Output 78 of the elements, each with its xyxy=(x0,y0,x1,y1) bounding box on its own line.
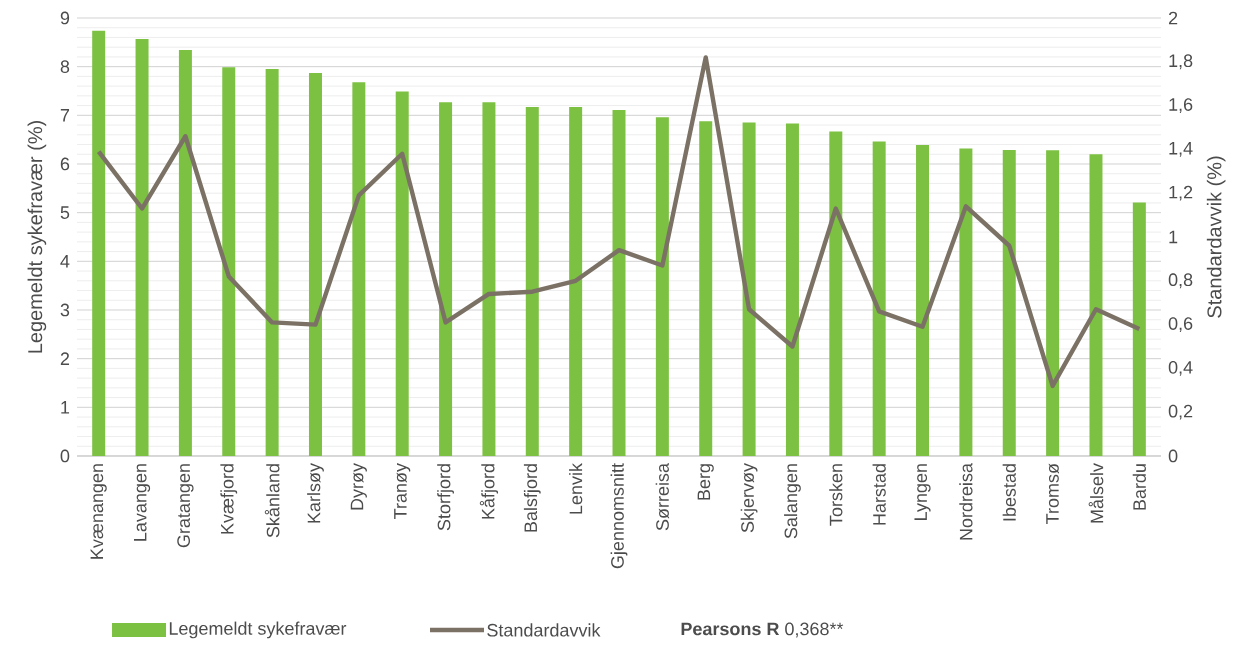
x-tick-label: Berg xyxy=(697,464,714,500)
x-tick-label: Kvæfjord xyxy=(220,464,238,534)
bar xyxy=(612,109,626,456)
x-tick-label: Lenvik xyxy=(569,463,583,514)
legend-label: Standardavvik xyxy=(487,623,601,637)
bar xyxy=(1089,154,1103,456)
y-tick-label: 1 xyxy=(61,401,70,414)
y-tick-label: 9 xyxy=(60,11,70,25)
x-tick-label: Sørreisa xyxy=(655,463,670,531)
x-tick-label: Torsken xyxy=(829,464,843,526)
bar xyxy=(265,69,279,456)
bar xyxy=(872,141,886,456)
bar xyxy=(699,121,713,456)
bar xyxy=(1132,202,1146,456)
y-tick-label: 7 xyxy=(60,109,70,122)
x-tick-label: Tromsø xyxy=(1046,463,1059,524)
x-tick-label: Karlsøy xyxy=(307,463,324,523)
y2-tick-label: 1,6 xyxy=(1169,98,1193,114)
y2-tick-label: 1,2 xyxy=(1169,185,1193,201)
bar xyxy=(1046,150,1060,456)
y2-tick-label: 0,6 xyxy=(1168,317,1193,333)
y2-tick-label: 0,8 xyxy=(1168,273,1193,289)
x-tick-label: Tranøy xyxy=(394,463,411,519)
bar xyxy=(525,107,539,456)
x-tick-label: Kåfjord xyxy=(479,464,499,519)
y-tick-label: 2 xyxy=(60,352,70,365)
y2-tick-label: 2 xyxy=(1168,11,1178,25)
bar xyxy=(308,72,322,456)
x-tick-label: Balsfjord xyxy=(523,464,541,532)
y-axis-title: Legemeldt sykefravær (%) xyxy=(27,121,47,353)
x-tick-label: Lyngen xyxy=(914,464,931,520)
bar xyxy=(352,82,366,456)
bar xyxy=(1002,149,1016,456)
y2-tick-label: 0 xyxy=(1168,449,1178,463)
text: Pearsons R xyxy=(681,622,780,636)
y2-tick-label: 1,4 xyxy=(1169,142,1193,157)
bar xyxy=(439,102,453,456)
bar xyxy=(92,30,106,456)
legend-label: Legemeldt sykefravær xyxy=(169,621,347,639)
text: 0,368** xyxy=(785,622,844,638)
bar xyxy=(959,148,973,456)
x-tick-label: Harstad xyxy=(872,464,886,525)
y-tick-label: 6 xyxy=(60,157,70,171)
y2-tick-label: 0,4 xyxy=(1168,360,1193,376)
y-tick-label: 8 xyxy=(60,60,70,74)
x-tick-label: Ibestad xyxy=(1002,464,1016,521)
x-tick-label: Dyrøy xyxy=(350,463,367,510)
bar xyxy=(395,91,409,456)
line-series xyxy=(96,55,1142,389)
bar xyxy=(178,50,192,456)
x-tick-label: Lavangen xyxy=(133,464,151,541)
bar xyxy=(222,67,236,456)
y-tick-label: 5 xyxy=(60,206,70,219)
y2-tick-label: 1,8 xyxy=(1169,54,1193,70)
y-tick-label: 4 xyxy=(60,255,70,268)
x-tick-label: Gratangen xyxy=(177,464,194,548)
bar xyxy=(482,102,496,456)
bar xyxy=(742,122,756,456)
y2-tick-label: 0,2 xyxy=(1168,404,1193,420)
y2-axis-title: Standardavvik (%) xyxy=(1206,156,1226,318)
bar xyxy=(785,123,799,456)
y-tick-label: 3 xyxy=(60,303,70,317)
bar xyxy=(829,131,843,456)
x-tick-label: Målselv xyxy=(1088,463,1104,523)
x-tick-label: Kvænangen xyxy=(90,464,107,559)
y2-tick-label: 1 xyxy=(1169,230,1178,244)
x-tick-label: Nordreisa xyxy=(959,463,973,540)
bar xyxy=(135,38,149,456)
bar xyxy=(916,145,930,456)
x-tick-label: Skånland xyxy=(264,464,280,538)
x-tick-label: Skjervøy xyxy=(740,463,758,533)
bar xyxy=(569,107,583,456)
bar xyxy=(655,117,669,456)
x-tick-label: Gjennomsnitt xyxy=(610,463,628,569)
y-tick-label: 0 xyxy=(60,449,70,463)
x-tick-label: Salangen xyxy=(784,464,801,539)
x-tick-label: Bardu xyxy=(1132,464,1146,510)
x-tick-label: Storfjord xyxy=(437,464,454,531)
